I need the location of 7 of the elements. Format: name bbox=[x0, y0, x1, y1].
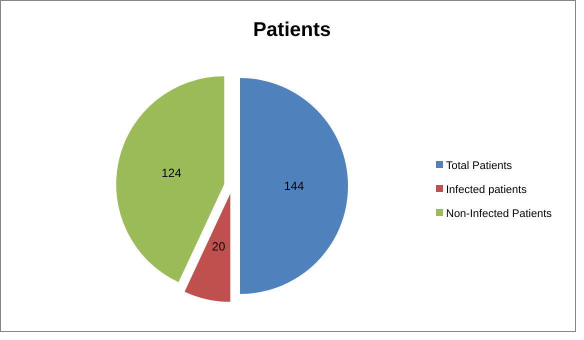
legend-label: Infected patients bbox=[446, 184, 528, 196]
legend-label: Total Patients bbox=[446, 160, 513, 172]
chart-title: Patients bbox=[253, 19, 331, 41]
data-label: 124 bbox=[161, 166, 182, 180]
data-label: 20 bbox=[212, 240, 226, 254]
data-label: 144 bbox=[284, 179, 304, 194]
legend-label: Non-Infected Patients bbox=[446, 208, 552, 220]
